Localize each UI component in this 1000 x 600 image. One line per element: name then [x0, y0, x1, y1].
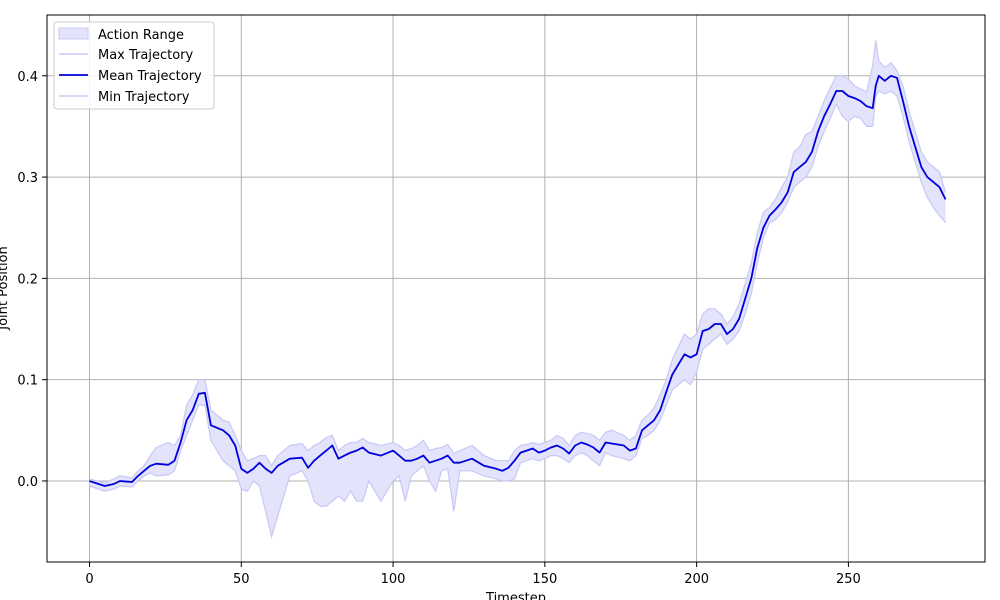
legend-label-mean: Mean Trajectory — [98, 69, 202, 84]
y-axis-ticks: 0.0 0.1 0.2 0.3 0.4 — [17, 70, 47, 490]
legend-label-min: Min Trajectory — [98, 90, 190, 105]
legend-label-action-range: Action Range — [98, 28, 184, 43]
x-tick-label: 200 — [684, 572, 709, 587]
x-axis-label: Timestep — [485, 591, 546, 600]
legend-label-max: Max Trajectory — [98, 48, 194, 63]
max-trajectory-line — [89, 40, 947, 484]
legend-box — [53, 21, 215, 110]
action-range-band — [89, 40, 946, 537]
mean-trajectory-line — [89, 74, 947, 487]
y-tick-label: 0.3 — [17, 171, 38, 186]
legend: Action Range Max Trajectory Mean Traject… — [53, 21, 215, 110]
x-tick-label: 50 — [233, 572, 250, 587]
x-tick-label: 150 — [532, 572, 557, 587]
plot-frame — [46, 14, 986, 563]
x-tick-label: 0 — [85, 572, 93, 587]
y-tick-label: 0.2 — [17, 272, 38, 287]
x-tick-label: 100 — [381, 572, 406, 587]
legend-swatch-action-range — [58, 27, 89, 40]
y-tick-label: 0.0 — [17, 475, 38, 490]
trajectory-lines — [89, 40, 947, 540]
y-axis-label: Joint Position — [0, 246, 11, 330]
x-tick-label: 250 — [836, 572, 861, 587]
y-tick-label: 0.1 — [17, 374, 38, 389]
min-trajectory-line — [89, 90, 946, 540]
x-axis-ticks: 0 50 100 150 200 250 — [85, 562, 861, 587]
y-tick-label: 0.4 — [17, 70, 38, 85]
action-range-area — [89, 40, 946, 537]
